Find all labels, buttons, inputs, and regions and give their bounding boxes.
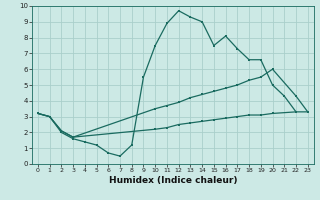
X-axis label: Humidex (Indice chaleur): Humidex (Indice chaleur) — [108, 176, 237, 185]
